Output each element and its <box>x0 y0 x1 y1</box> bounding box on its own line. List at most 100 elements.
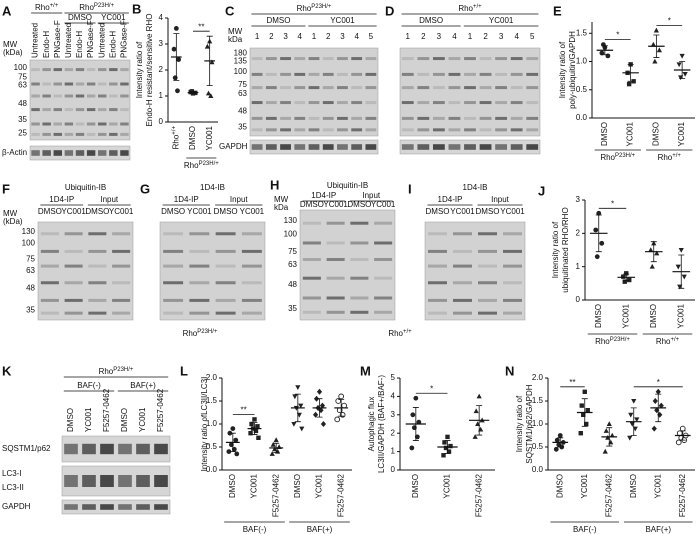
lane-label: 4 <box>514 32 519 41</box>
y-axis-label: LC3II/GAPDH (BAF+/BAF-) <box>377 375 386 473</box>
blot-band <box>417 57 430 61</box>
blot-band <box>374 241 393 245</box>
strip-band <box>64 475 78 487</box>
group-label: Rho+/+ <box>656 337 680 347</box>
blot-band <box>64 311 83 315</box>
dot <box>599 240 605 246</box>
lane-label: Untreated <box>31 23 40 58</box>
lane-label: 5 <box>369 32 374 41</box>
blot-band <box>453 281 472 285</box>
dot <box>443 445 449 451</box>
panel-letter: J <box>538 183 545 198</box>
blot-band <box>401 128 414 132</box>
blot-band <box>241 298 262 302</box>
blot-band <box>432 86 445 90</box>
blot-band <box>417 116 430 120</box>
blot-band <box>265 86 277 90</box>
lane-label: PNGase-F <box>53 20 62 58</box>
group-label: BAF(+) <box>645 525 671 534</box>
blot-band <box>351 116 363 120</box>
strip-band <box>118 504 132 510</box>
panel-letter: F <box>2 181 10 196</box>
blot-band <box>350 221 369 225</box>
blot-band <box>350 258 369 261</box>
blot-band <box>428 249 447 253</box>
strip-band <box>448 144 461 150</box>
strip-band <box>98 150 107 156</box>
blot-band <box>109 82 118 86</box>
y-axis-label: ubiquitinated RHO/RHO <box>561 207 570 292</box>
blot-title: 1D4-IB <box>463 183 488 192</box>
blot-band <box>322 101 334 105</box>
blot-band <box>432 128 445 132</box>
strip-band <box>294 144 306 150</box>
strip-band <box>417 144 430 150</box>
error-bar <box>476 405 483 436</box>
blot-footer-base: Rho <box>388 329 403 338</box>
blot-band <box>64 232 83 236</box>
blot-band <box>365 57 377 61</box>
x-tick-label: DMSO <box>651 122 660 146</box>
blot-band <box>120 108 129 112</box>
lane-label: YC001 <box>450 207 475 216</box>
mw-marker: 63 <box>26 266 35 275</box>
panel-letter: G <box>140 181 150 196</box>
blot-band <box>401 72 414 76</box>
significance-label: ** <box>241 406 247 415</box>
y-tick-label: 0 <box>159 117 164 126</box>
error-bar <box>412 407 419 441</box>
dot <box>676 430 683 437</box>
blot-band <box>448 128 461 132</box>
blot-band <box>241 281 262 285</box>
dot <box>649 263 655 269</box>
strip-band <box>154 443 168 455</box>
lane-label: DMSO <box>347 200 371 209</box>
group-label: BAF(+) <box>307 525 333 534</box>
dot <box>679 53 685 59</box>
dot <box>682 71 688 77</box>
lane-label: YC001 <box>187 207 212 216</box>
dot <box>176 57 182 62</box>
blot-band <box>31 68 40 72</box>
blot-band <box>308 116 320 120</box>
panel-letter: B <box>132 1 141 16</box>
dot <box>234 451 240 457</box>
dot <box>269 451 275 456</box>
dot <box>252 417 257 422</box>
lane-label: Endo-H <box>42 31 51 58</box>
lane-label: 2 <box>269 32 274 41</box>
dot <box>413 395 419 401</box>
blot-band <box>86 82 96 86</box>
blot-band <box>120 82 129 86</box>
dot <box>312 411 319 418</box>
error-bar <box>173 33 180 81</box>
error-bar <box>273 442 280 453</box>
blot-band <box>215 298 236 302</box>
blot-band <box>374 310 393 314</box>
x-tick-label: DMSO <box>629 474 638 498</box>
dot <box>626 81 632 87</box>
dot <box>581 412 586 417</box>
dot <box>675 264 681 270</box>
significance-label: * <box>611 199 614 208</box>
strip-band <box>64 150 74 156</box>
mw-marker: 75 <box>288 247 297 256</box>
y-tick-label: 2 <box>159 65 164 74</box>
blot-band <box>350 296 369 300</box>
dot <box>605 53 611 59</box>
blot-band <box>526 116 539 120</box>
blot-band <box>495 86 508 90</box>
blot-subheader: DMSO <box>419 16 443 25</box>
y-tick-label: 1.5 <box>576 28 588 37</box>
panel-letter: D <box>385 3 394 18</box>
dot <box>631 399 637 404</box>
blot-header-base: Rho <box>297 4 312 13</box>
blot-band <box>163 264 184 268</box>
dot <box>299 426 305 432</box>
blot-footer: RhoP23H/+ <box>183 329 218 339</box>
mw-label: kDa <box>228 35 243 44</box>
row-label: LC3-I <box>2 469 22 478</box>
blot-title: 1D4-IB <box>200 183 225 192</box>
dot <box>445 434 450 440</box>
blot-header: Input <box>100 195 119 204</box>
